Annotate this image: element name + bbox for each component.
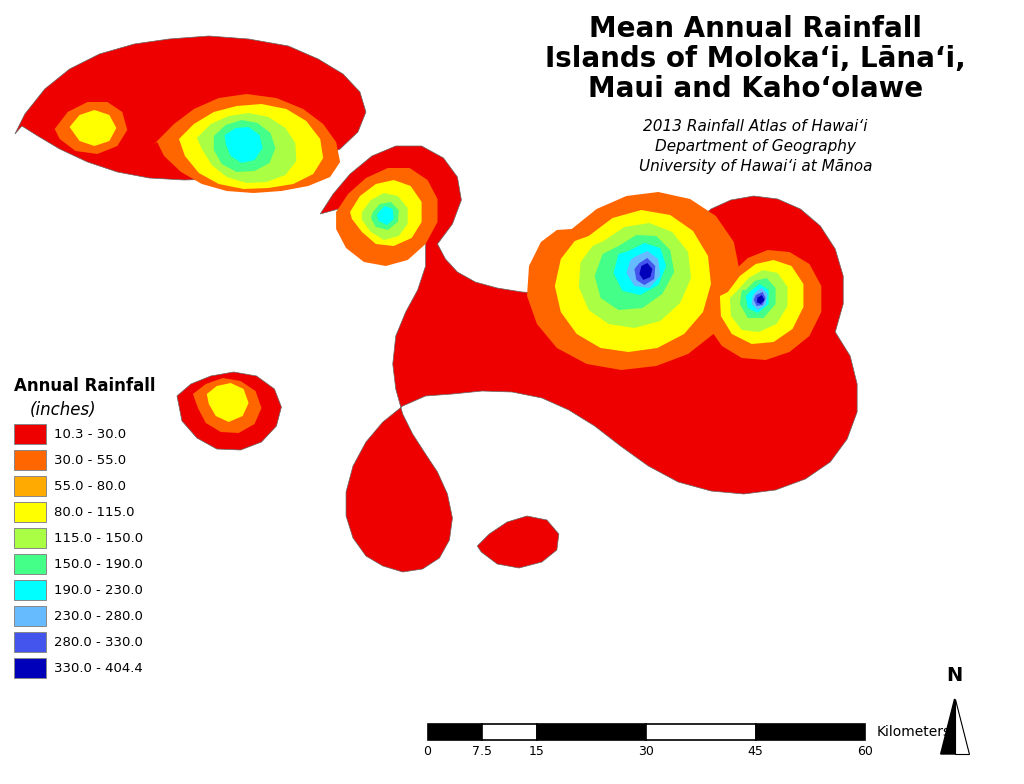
Polygon shape bbox=[224, 127, 262, 163]
Polygon shape bbox=[54, 102, 127, 154]
Text: Mean Annual Rainfall: Mean Annual Rainfall bbox=[589, 15, 923, 43]
Text: 55.0 - 80.0: 55.0 - 80.0 bbox=[53, 480, 126, 492]
Polygon shape bbox=[377, 206, 394, 225]
Polygon shape bbox=[336, 168, 437, 266]
Text: 7.5: 7.5 bbox=[472, 745, 493, 758]
Polygon shape bbox=[177, 104, 324, 189]
Text: 80.0 - 115.0: 80.0 - 115.0 bbox=[53, 506, 134, 518]
Bar bbox=[14, 554, 46, 574]
Polygon shape bbox=[15, 36, 366, 180]
Polygon shape bbox=[639, 263, 652, 280]
Polygon shape bbox=[752, 288, 768, 310]
Polygon shape bbox=[371, 202, 398, 230]
Polygon shape bbox=[361, 193, 408, 240]
Bar bbox=[14, 450, 46, 470]
Text: 60: 60 bbox=[857, 745, 873, 758]
Text: 30: 30 bbox=[638, 745, 654, 758]
Polygon shape bbox=[155, 94, 340, 193]
Polygon shape bbox=[954, 699, 969, 754]
Polygon shape bbox=[754, 292, 766, 306]
Polygon shape bbox=[739, 278, 775, 318]
Text: 230.0 - 280.0: 230.0 - 280.0 bbox=[53, 609, 142, 622]
Polygon shape bbox=[197, 113, 296, 183]
Polygon shape bbox=[595, 235, 674, 310]
Polygon shape bbox=[635, 258, 655, 285]
Text: Maui and Kahoʻolawe: Maui and Kahoʻolawe bbox=[588, 75, 924, 103]
Text: 115.0 - 150.0: 115.0 - 150.0 bbox=[53, 532, 142, 545]
Bar bbox=[14, 502, 46, 522]
Text: N: N bbox=[946, 666, 963, 685]
Polygon shape bbox=[720, 260, 804, 344]
Polygon shape bbox=[207, 383, 249, 422]
Bar bbox=[537, 724, 646, 740]
Polygon shape bbox=[321, 146, 857, 572]
Polygon shape bbox=[477, 516, 559, 568]
Polygon shape bbox=[350, 180, 422, 246]
Text: 190.0 - 230.0: 190.0 - 230.0 bbox=[53, 583, 142, 597]
Text: (inches): (inches) bbox=[30, 401, 96, 419]
Polygon shape bbox=[613, 243, 667, 295]
Text: 15: 15 bbox=[529, 745, 545, 758]
Bar bbox=[482, 724, 537, 740]
Bar bbox=[14, 476, 46, 496]
Bar bbox=[756, 724, 865, 740]
Text: Department of Geography: Department of Geography bbox=[655, 139, 856, 154]
Text: Annual Rainfall: Annual Rainfall bbox=[14, 377, 156, 395]
Polygon shape bbox=[193, 378, 261, 433]
Text: 2013 Rainfall Atlas of Hawaiʻi: 2013 Rainfall Atlas of Hawaiʻi bbox=[643, 118, 868, 133]
Text: 10.3 - 30.0: 10.3 - 30.0 bbox=[53, 427, 126, 441]
Bar bbox=[428, 724, 482, 740]
Text: 30.0 - 55.0: 30.0 - 55.0 bbox=[53, 453, 126, 466]
Polygon shape bbox=[730, 270, 787, 332]
Text: 330.0 - 404.4: 330.0 - 404.4 bbox=[53, 662, 142, 674]
Bar bbox=[14, 658, 46, 678]
Polygon shape bbox=[579, 223, 691, 328]
Bar bbox=[14, 632, 46, 652]
Text: 150.0 - 190.0: 150.0 - 190.0 bbox=[53, 557, 142, 571]
Text: Islands of Molokaʻi, Lānaʻi,: Islands of Molokaʻi, Lānaʻi, bbox=[546, 45, 966, 73]
Polygon shape bbox=[177, 372, 282, 450]
Text: University of Hawaiʻi at Mānoa: University of Hawaiʻi at Mānoa bbox=[639, 158, 872, 173]
Bar bbox=[646, 724, 756, 740]
Bar bbox=[14, 606, 46, 626]
Bar bbox=[14, 528, 46, 548]
Text: Kilometers: Kilometers bbox=[877, 725, 951, 739]
Polygon shape bbox=[70, 110, 117, 146]
Polygon shape bbox=[527, 192, 739, 370]
Polygon shape bbox=[941, 699, 969, 754]
Polygon shape bbox=[627, 251, 660, 288]
Polygon shape bbox=[555, 210, 711, 352]
Polygon shape bbox=[757, 295, 765, 304]
Bar bbox=[14, 424, 46, 444]
Polygon shape bbox=[745, 284, 769, 313]
Bar bbox=[14, 580, 46, 600]
Polygon shape bbox=[705, 250, 821, 360]
Text: 45: 45 bbox=[748, 745, 764, 758]
Text: 0: 0 bbox=[424, 745, 431, 758]
Text: 280.0 - 330.0: 280.0 - 330.0 bbox=[53, 636, 142, 648]
Polygon shape bbox=[214, 120, 275, 172]
